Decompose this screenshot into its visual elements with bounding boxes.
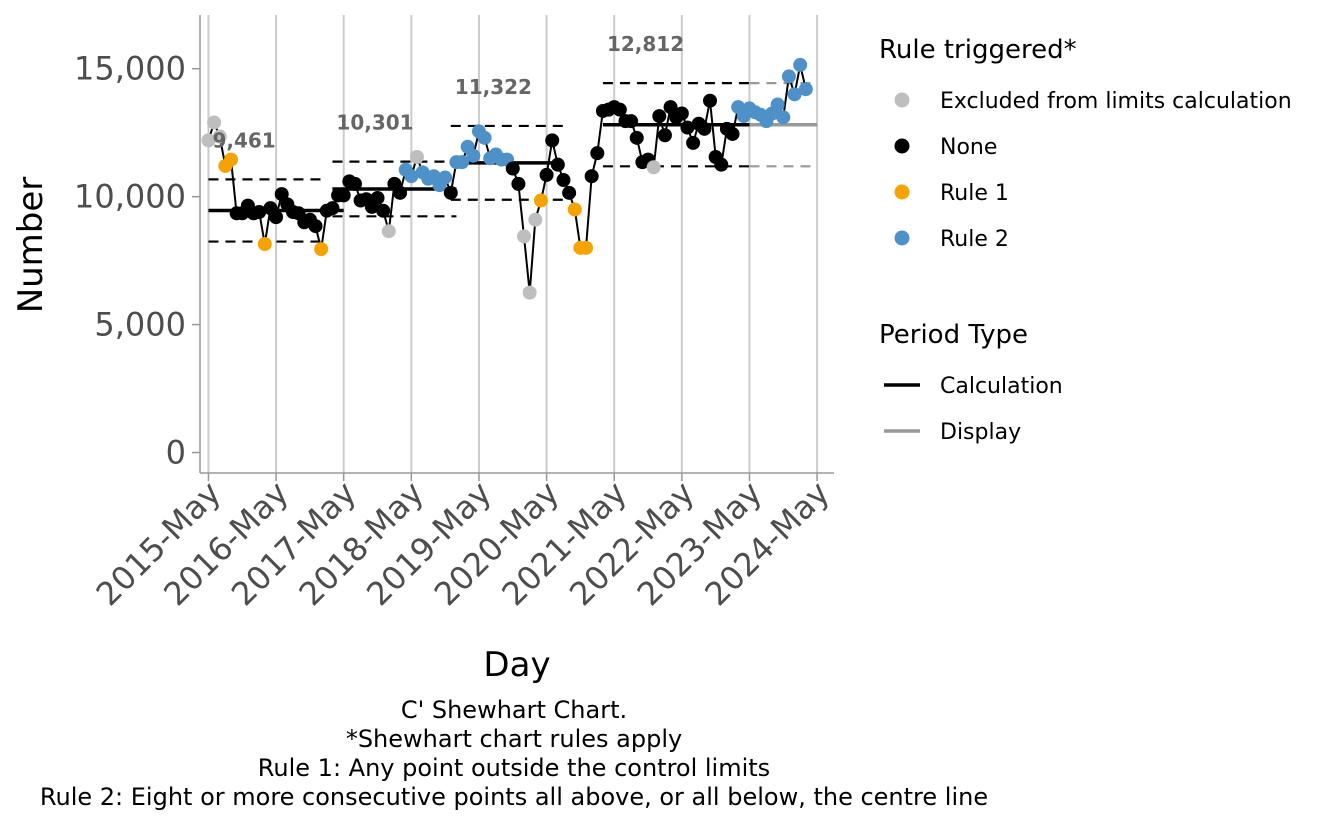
data-point [545, 133, 560, 148]
data-point [347, 176, 362, 191]
data-point [393, 185, 408, 200]
data-point [567, 202, 582, 217]
legend-rule-label: Excluded from limits calculation [940, 89, 1292, 114]
legend-rule-label: Rule 1 [940, 181, 1009, 206]
data-point [522, 285, 537, 300]
legend-rule-title: Rule triggered* [879, 35, 1077, 65]
data-point [404, 169, 419, 184]
data-points [201, 57, 813, 300]
data-point [517, 229, 532, 244]
data-point [376, 203, 391, 218]
data-point [776, 110, 791, 125]
data-point [686, 135, 701, 150]
data-point [556, 173, 571, 188]
data-point [477, 130, 492, 145]
legend-period-title: Period Type [879, 320, 1028, 350]
data-point [770, 97, 785, 112]
data-point [511, 176, 526, 191]
data-point [725, 126, 740, 141]
y-tick-label: 0 [166, 434, 186, 472]
caption-line: C' Shewhart Chart. [401, 696, 627, 724]
data-point [624, 114, 639, 129]
data-point [274, 187, 289, 202]
period-labels: 9,461 10,301 11,322 12,812 [212, 32, 684, 152]
data-point [657, 128, 672, 143]
data-point [370, 190, 385, 205]
data-point [612, 102, 627, 117]
data-point [308, 219, 323, 234]
legend-rule-items: Excluded from limits calculation None Rule… [894, 89, 1292, 252]
vertical-gridlines [207, 15, 819, 473]
legend-period-items: Calculation Display [884, 374, 1063, 445]
legend-rule-label: None [940, 135, 997, 160]
legend-period-label: Display [940, 420, 1021, 445]
data-point [201, 133, 216, 148]
data-point [697, 121, 712, 136]
data-point [680, 120, 695, 135]
data-point [590, 146, 605, 161]
data-point [781, 69, 796, 84]
data-point [579, 240, 594, 255]
y-axis-title: Number [11, 177, 51, 314]
data-point [562, 185, 577, 200]
y-tick-label: 5,000 [94, 306, 186, 344]
data-point [798, 82, 813, 97]
legend-rule-swatch [894, 230, 910, 246]
period-centre-label: 9,461 [212, 128, 275, 152]
data-point [466, 148, 481, 163]
period-centre-label: 10,301 [336, 111, 413, 135]
data-point [269, 210, 284, 225]
legend-period-label: Calculation [940, 374, 1063, 399]
axes [199, 15, 834, 474]
data-point [443, 185, 458, 200]
data-point [505, 161, 520, 176]
legend-rule-swatch [894, 92, 910, 108]
data-point [703, 93, 718, 108]
data-point [257, 237, 272, 251]
data-point [207, 115, 222, 130]
data-point [528, 212, 543, 227]
data-point [674, 106, 689, 121]
data-point [652, 109, 667, 124]
legend-rule-label: Rule 2 [940, 227, 1009, 252]
data-point [663, 100, 678, 115]
data-point [550, 157, 565, 172]
x-ticks: 2015-May2016-May2017-May2018-May2019-May… [89, 473, 837, 613]
data-point [223, 152, 238, 167]
data-point [381, 224, 396, 239]
data-point [533, 193, 548, 208]
data-point [646, 160, 661, 175]
data-point [714, 157, 729, 172]
y-tick-label: 10,000 [74, 178, 186, 216]
chart-caption: C' Shewhart Chart. *Shewhart chart rules… [40, 696, 988, 811]
data-point [584, 169, 599, 184]
caption-line: *Shewhart chart rules apply [346, 725, 682, 753]
data-point [325, 201, 340, 216]
y-tick-label: 15,000 [74, 50, 186, 88]
data-point [314, 242, 329, 257]
legend: Rule triggered* Excluded from limits cal… [879, 35, 1292, 445]
period-centre-label: 12,812 [607, 32, 684, 56]
data-point [455, 155, 470, 170]
legend-rule-swatch [894, 184, 910, 200]
period-centre-label: 11,322 [455, 75, 532, 99]
data-point [539, 167, 554, 182]
data-point [252, 205, 267, 220]
caption-line: Rule 2: Eight or more consecutive points… [40, 783, 988, 811]
data-point [793, 57, 808, 72]
legend-rule-swatch [894, 138, 910, 154]
data-point [409, 150, 424, 165]
y-ticks: 0 5,000 10,000 15,000 [74, 50, 200, 472]
x-axis-title: Day [483, 645, 550, 685]
caption-line: Rule 1: Any point outside the control li… [258, 754, 770, 782]
data-point [336, 188, 351, 203]
data-point [212, 129, 227, 144]
data-point [629, 130, 644, 145]
data-point [438, 170, 453, 185]
data-point [787, 87, 802, 102]
